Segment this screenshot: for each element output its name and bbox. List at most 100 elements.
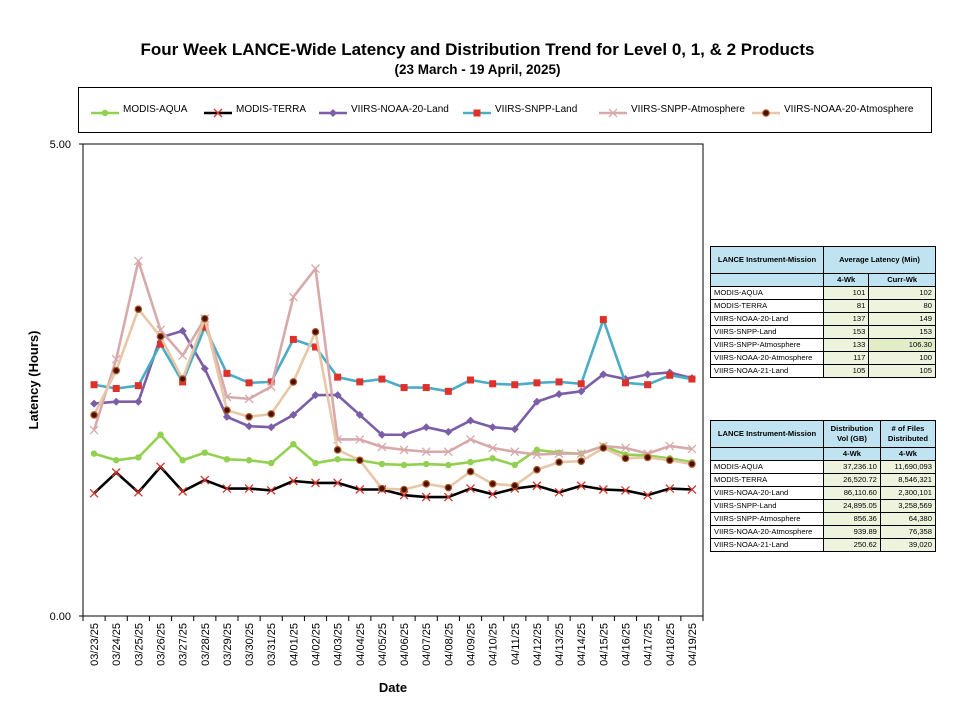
latency-row: VIIRS-SNPP-Atmosphere 133 106.30 bbox=[710, 338, 936, 352]
data-point bbox=[134, 397, 143, 406]
data-point bbox=[399, 490, 409, 500]
data-point bbox=[89, 425, 99, 435]
data-point bbox=[223, 369, 231, 377]
data-point bbox=[421, 447, 431, 457]
data-point bbox=[488, 423, 497, 432]
data-point bbox=[423, 460, 430, 468]
y-tick-label: 0.00 bbox=[50, 611, 71, 623]
legend-marker bbox=[608, 108, 618, 118]
data-point bbox=[378, 484, 386, 493]
x-tick-label: 04/14/25 bbox=[576, 623, 588, 666]
latency-4wk: 137 bbox=[822, 312, 870, 326]
data-point bbox=[532, 397, 541, 406]
data-point bbox=[532, 450, 542, 460]
data-point bbox=[223, 456, 231, 463]
data-point bbox=[333, 446, 342, 454]
data-point bbox=[621, 485, 630, 495]
legend-label: VIIRS-SNPP-Land bbox=[495, 104, 578, 115]
dist-files: 11,690,093 bbox=[879, 460, 937, 474]
data-point bbox=[334, 373, 342, 381]
data-point bbox=[133, 256, 143, 266]
dist-subheader-blank bbox=[710, 447, 824, 461]
data-point bbox=[157, 340, 164, 348]
data-point bbox=[444, 427, 453, 436]
data-point bbox=[111, 468, 121, 477]
latency-mission: VIIRS-SNPP-Land bbox=[710, 325, 824, 339]
data-point bbox=[355, 410, 364, 419]
data-point bbox=[444, 483, 453, 492]
data-point bbox=[334, 456, 341, 463]
data-point bbox=[421, 492, 431, 502]
legend-swatch bbox=[319, 109, 347, 117]
latency-4wk: 153 bbox=[822, 325, 870, 339]
data-point bbox=[466, 435, 475, 444]
dist-files: 76,358 bbox=[879, 525, 937, 539]
data-point bbox=[311, 328, 320, 336]
distribution-row: VIIRS-NOAA-21-Land 250.62 39,020 bbox=[710, 538, 937, 552]
data-point bbox=[378, 460, 386, 468]
data-point bbox=[312, 343, 319, 351]
data-point bbox=[688, 460, 696, 468]
x-tick-label: 04/06/25 bbox=[399, 623, 411, 666]
data-point bbox=[90, 399, 99, 408]
data-point bbox=[112, 384, 120, 392]
data-point bbox=[621, 443, 630, 453]
dist-vol: 250.62 bbox=[823, 538, 881, 552]
data-point bbox=[533, 465, 541, 474]
data-point bbox=[178, 326, 187, 335]
dist-vol: 939.89 bbox=[823, 525, 881, 539]
x-tick-label: 04/04/25 bbox=[355, 623, 367, 666]
data-point bbox=[621, 454, 630, 463]
data-point bbox=[577, 387, 586, 396]
legend-swatch bbox=[599, 108, 627, 118]
x-tick-label: 03/23/25 bbox=[89, 623, 101, 666]
legend-label: MODIS-AQUA bbox=[123, 104, 188, 115]
data-point bbox=[444, 387, 452, 395]
data-point bbox=[89, 488, 99, 498]
x-tick-label: 03/29/25 bbox=[222, 623, 234, 666]
x-axis-label: Date bbox=[379, 680, 407, 695]
data-point bbox=[533, 379, 541, 387]
data-point bbox=[113, 457, 120, 464]
dist-vol: 856.36 bbox=[823, 512, 881, 526]
distribution-table: LANCE Instrument-Mission Distribution Vo… bbox=[710, 420, 937, 552]
distribution-row: VIIRS-NOAA-20-Land 86,110.60 2,300,101 bbox=[710, 486, 937, 500]
data-point bbox=[510, 425, 519, 434]
dist-header-mission: LANCE Instrument-Mission bbox=[710, 420, 824, 448]
data-point bbox=[576, 481, 586, 491]
data-point bbox=[622, 379, 629, 387]
data-point bbox=[488, 443, 498, 453]
data-point bbox=[156, 332, 165, 341]
data-point bbox=[178, 375, 187, 383]
data-point bbox=[333, 478, 343, 488]
data-point bbox=[532, 481, 542, 491]
latency-table: LANCE Instrument-Mission Average Latency… bbox=[710, 246, 936, 378]
data-point bbox=[156, 462, 165, 472]
dist-files: 2,300,101 bbox=[879, 486, 937, 500]
data-point bbox=[510, 447, 520, 457]
dist-mission: VIIRS-SNPP-Atmosphere bbox=[710, 512, 824, 526]
latency-4wk: 133 bbox=[822, 338, 870, 352]
data-point bbox=[511, 461, 518, 469]
latency-row: VIIRS-NOAA-21-Land 105 105 bbox=[710, 364, 936, 378]
plot-area bbox=[82, 143, 704, 617]
series-viirs-noaa-20-atmosphere bbox=[90, 305, 696, 494]
data-point bbox=[422, 423, 431, 432]
latency-mission: VIIRS-SNPP-Atmosphere bbox=[710, 338, 824, 352]
x-tick-label: 04/01/25 bbox=[288, 623, 300, 666]
data-point bbox=[133, 487, 143, 497]
latency-4wk: 117 bbox=[822, 351, 870, 365]
data-point bbox=[267, 423, 276, 432]
data-point bbox=[467, 376, 474, 384]
legend-swatch bbox=[204, 108, 232, 118]
data-point bbox=[179, 457, 186, 464]
legend-marker bbox=[762, 109, 770, 117]
series-line bbox=[92, 307, 693, 491]
dist-mission: VIIRS-NOAA-21-Land bbox=[710, 538, 824, 552]
series-line bbox=[93, 318, 693, 393]
data-point bbox=[134, 382, 142, 390]
data-point bbox=[290, 440, 297, 448]
data-point bbox=[466, 467, 475, 476]
legend-marker bbox=[213, 108, 223, 118]
latency-row: VIIRS-NOAA-20-Land 137 149 bbox=[710, 312, 936, 326]
